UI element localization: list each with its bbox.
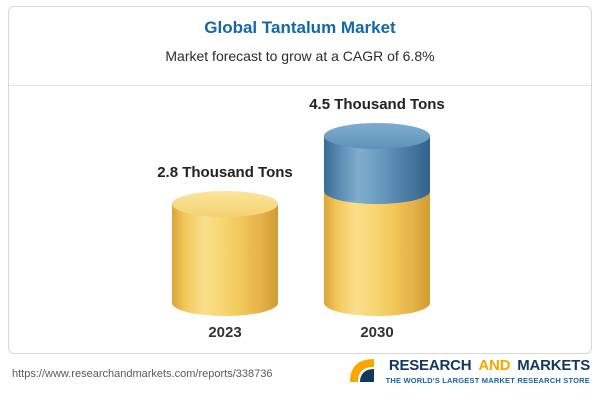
- footer: https://www.researchandmarkets.com/repor…: [0, 352, 600, 400]
- source-url[interactable]: https://www.researchandmarkets.com/repor…: [12, 368, 273, 380]
- cylinder-body-2023: [172, 204, 278, 316]
- logo-word-and: AND: [478, 357, 511, 374]
- logo-words: RESEARCH AND MARKETS: [386, 357, 590, 374]
- logo-icon: [349, 359, 374, 382]
- cylinder-top-2023: [172, 191, 278, 217]
- logo[interactable]: RESEARCH AND MARKETS THE WORLD'S LARGEST…: [346, 356, 590, 386]
- logo-tagline: THE WORLD'S LARGEST MARKET RESEARCH STOR…: [385, 376, 590, 385]
- logo-word-markets: MARKETS: [517, 357, 590, 374]
- bar-value-label-2030: 4.5 Thousand Tons: [309, 96, 445, 113]
- bar-value-label-2023: 2.8 Thousand Tons: [157, 164, 293, 181]
- cylinder-bar-2030: [324, 123, 430, 316]
- header-divider: [9, 85, 591, 86]
- axis-label-2023: 2023: [208, 324, 242, 341]
- cylinder-bar-2023: [172, 191, 278, 316]
- chart-card: [8, 6, 592, 354]
- chart-title: Global Tantalum Market: [204, 18, 396, 37]
- logo-word-research: RESEARCH: [388, 357, 472, 374]
- axis-label-2030: 2030: [360, 324, 394, 341]
- chart-subtitle: Market forecast to grow at a CAGR of 6.8…: [165, 48, 435, 64]
- cylinder-base-segment-2030: [324, 191, 430, 316]
- cylinder-top-2030: [324, 123, 430, 149]
- logo-text: RESEARCH AND MARKETS THE WORLD'S LARGEST…: [385, 357, 591, 385]
